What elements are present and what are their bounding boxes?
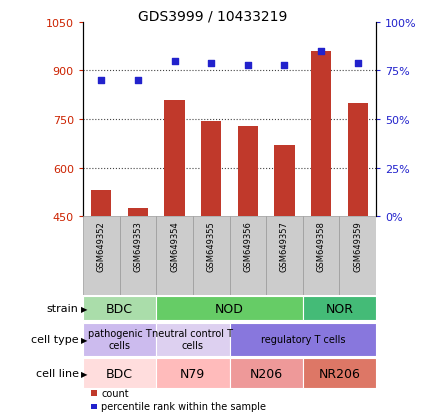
Bar [83, 323, 156, 356]
Text: GSM649354: GSM649354 [170, 221, 179, 271]
Text: ▶: ▶ [81, 369, 87, 377]
Text: N206: N206 [249, 367, 283, 380]
Bar [266, 217, 303, 295]
Text: regulatory T cells: regulatory T cells [261, 334, 345, 344]
Text: cell type: cell type [31, 334, 79, 344]
Bar [238, 126, 258, 217]
Bar [83, 297, 156, 320]
Bar [275, 146, 295, 217]
Point [134, 78, 141, 84]
Text: ▶: ▶ [81, 335, 87, 344]
Bar [156, 217, 193, 295]
Point [171, 58, 178, 65]
Bar [119, 217, 156, 295]
Bar [128, 209, 148, 217]
Bar [156, 323, 230, 356]
Bar [230, 217, 266, 295]
Text: cell line: cell line [36, 368, 79, 378]
Bar [83, 217, 119, 295]
Text: strain: strain [47, 303, 79, 313]
Bar [91, 191, 111, 217]
Text: GDS3999 / 10433219: GDS3999 / 10433219 [138, 9, 287, 23]
Text: BDC: BDC [106, 367, 133, 380]
Bar [303, 297, 376, 320]
Text: GSM649353: GSM649353 [133, 221, 142, 271]
Text: percentile rank within the sample: percentile rank within the sample [101, 401, 266, 411]
Text: GSM649357: GSM649357 [280, 221, 289, 271]
Text: GSM649359: GSM649359 [353, 221, 362, 271]
Bar [201, 121, 221, 217]
Bar [230, 358, 303, 388]
Text: NOD: NOD [215, 302, 244, 315]
Point [281, 62, 288, 69]
Bar [193, 217, 230, 295]
Text: GSM649358: GSM649358 [317, 221, 326, 271]
Text: GSM649356: GSM649356 [244, 221, 252, 271]
Bar [230, 323, 376, 356]
Text: count: count [101, 388, 129, 398]
Point [318, 49, 325, 55]
Bar [303, 217, 340, 295]
Text: N79: N79 [180, 367, 205, 380]
Point [244, 62, 251, 69]
Bar [156, 297, 303, 320]
Text: NR206: NR206 [318, 367, 360, 380]
Bar [156, 358, 230, 388]
Text: GSM649355: GSM649355 [207, 221, 215, 271]
Bar [340, 217, 376, 295]
Bar [311, 52, 331, 217]
Text: GSM649352: GSM649352 [97, 221, 106, 271]
Bar [303, 358, 376, 388]
Text: pathogenic T
cells: pathogenic T cells [88, 328, 151, 350]
Point [354, 60, 361, 67]
Bar [83, 358, 156, 388]
Point [98, 78, 105, 84]
Text: BDC: BDC [106, 302, 133, 315]
Bar [348, 104, 368, 217]
Bar [164, 100, 184, 217]
Point [208, 60, 215, 67]
Text: NOR: NOR [326, 302, 354, 315]
Text: neutral control T
cells: neutral control T cells [152, 328, 233, 350]
Text: ▶: ▶ [81, 304, 87, 313]
